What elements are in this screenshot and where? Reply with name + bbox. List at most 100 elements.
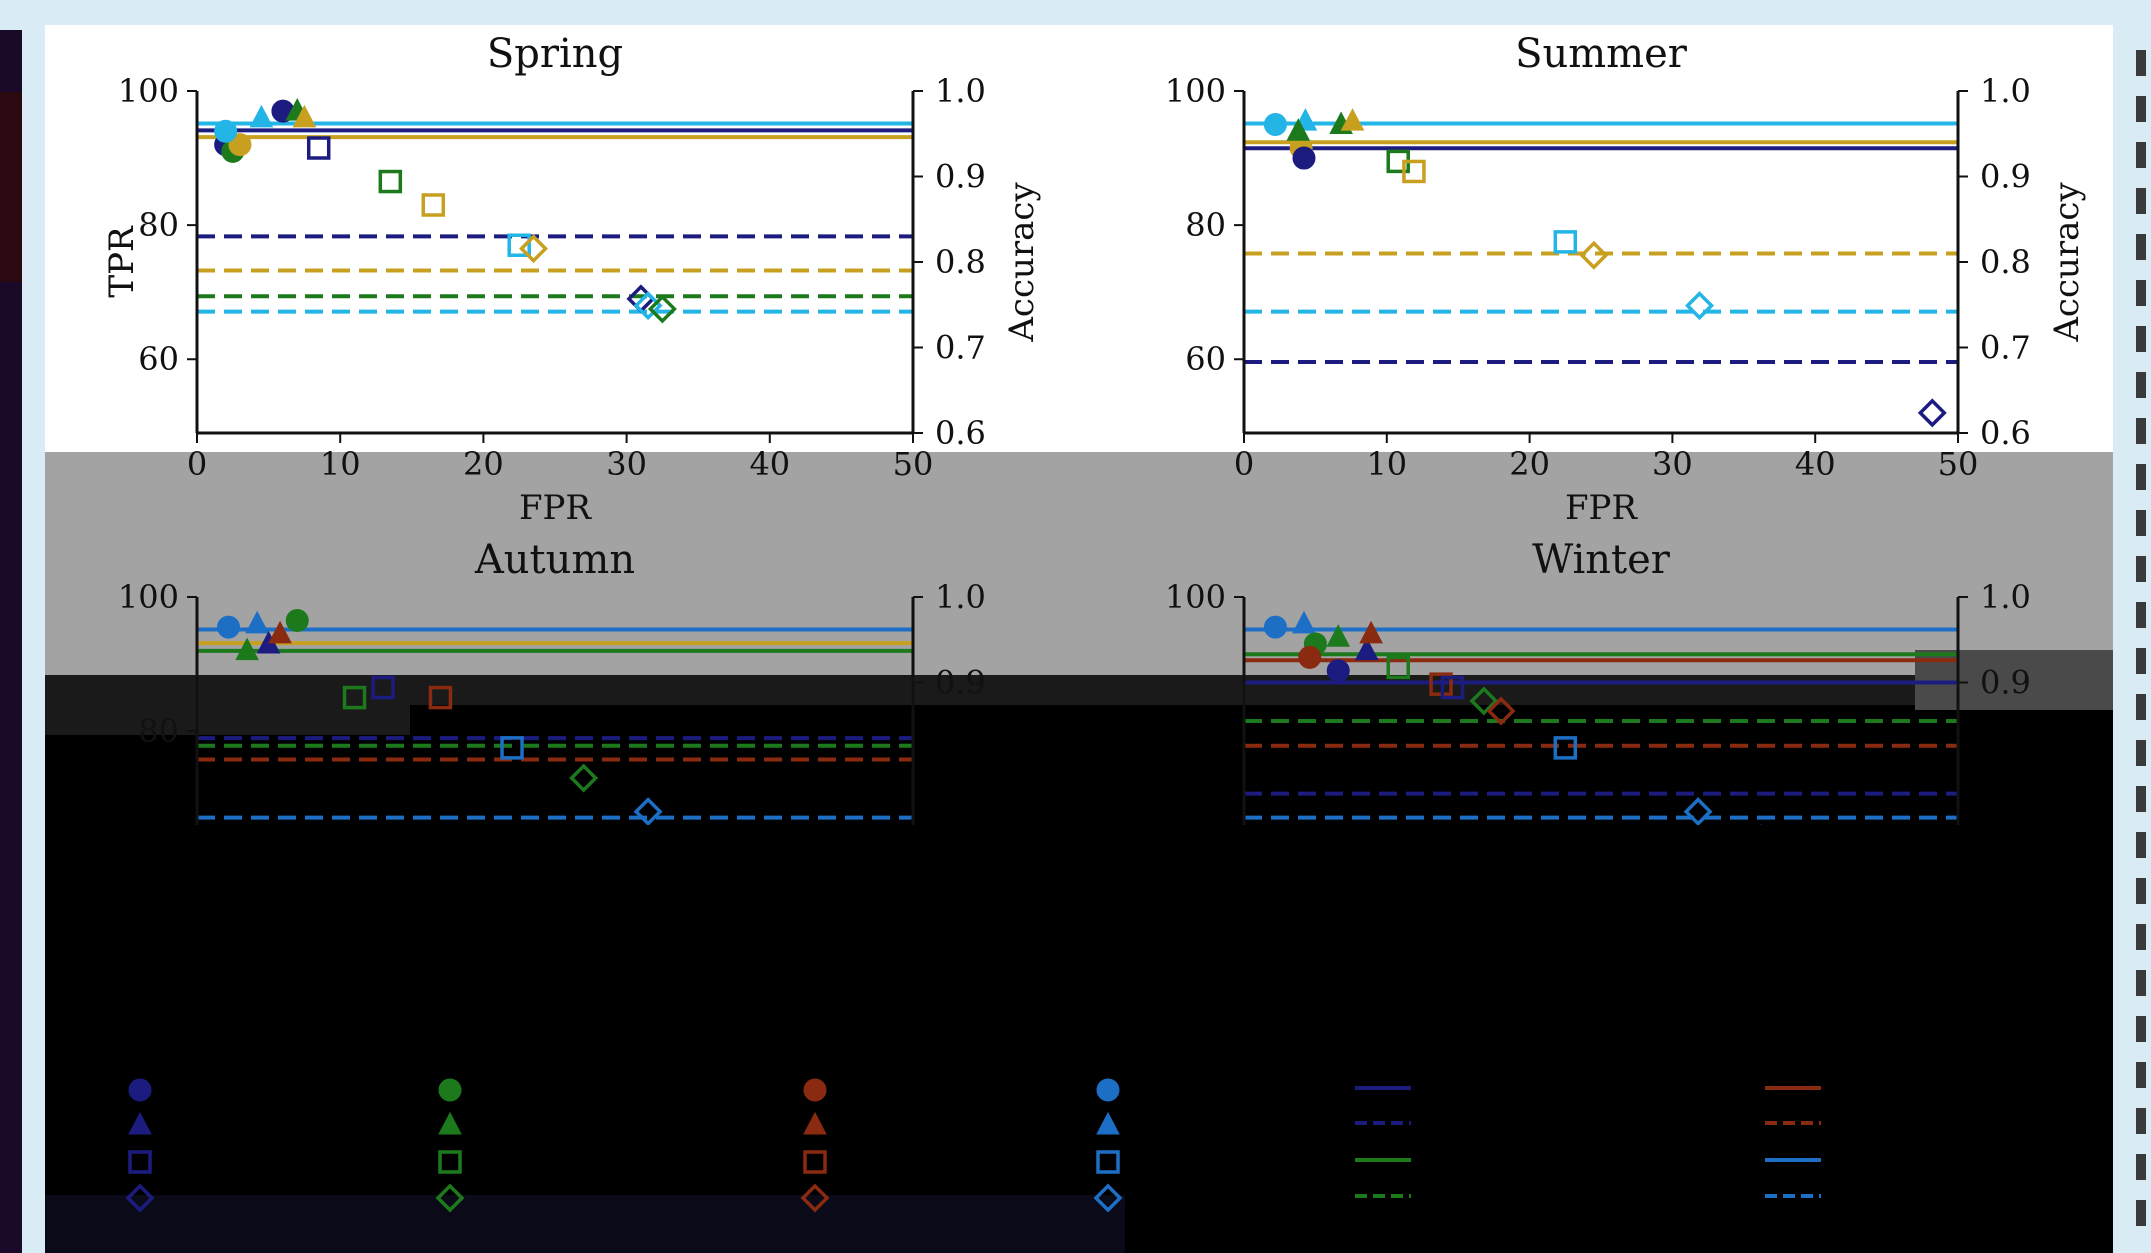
scroll-mark [2136, 694, 2146, 720]
data-point [1553, 230, 1578, 254]
data-point [342, 685, 367, 710]
data-point [507, 233, 531, 257]
data-point [1683, 797, 1713, 825]
scroll-mark [2136, 556, 2146, 582]
chart-autumn: Autumn 80 100 0.9 1.0 [118, 537, 986, 825]
data-point [285, 608, 309, 632]
y-tick-label: 80 [138, 712, 179, 750]
data-point [1292, 146, 1316, 170]
legend-marker [803, 1111, 827, 1135]
figure-panel: Spring 0 10 20 30 40 50 FPR 60 80 100 TPR 0.6 0.7 0.8 0… [45, 25, 2113, 1253]
y2-tick-label: 1.0 [935, 578, 986, 616]
data-point [1359, 620, 1383, 644]
scroll-mark [2136, 142, 2146, 168]
data-point [1340, 108, 1365, 131]
y2-tick-label: 0.9 [1980, 664, 2031, 702]
legend-marker [800, 1183, 830, 1213]
data-point [1263, 113, 1287, 137]
data-point [228, 133, 252, 157]
y-axis-label: TPR [102, 225, 142, 298]
data-point [1440, 675, 1465, 700]
x-axis-label: FPR [1565, 488, 1638, 528]
chart-title: Autumn [474, 537, 635, 583]
legend-marker [438, 1078, 462, 1102]
y2-axis-label: Accuracy [1002, 182, 1042, 343]
data-point [421, 193, 446, 217]
legend-marker [125, 1183, 155, 1213]
y2-axis-label: Accuracy [2047, 182, 2087, 343]
scroll-mark [2136, 1108, 2146, 1134]
legend-marker [803, 1150, 827, 1174]
y2-tick-label: 0.8 [935, 243, 986, 281]
data-point [1579, 240, 1609, 270]
scroll-mark [2136, 648, 2146, 674]
data-point [306, 136, 331, 160]
data-point [1263, 615, 1287, 639]
x-tick-label: 30 [606, 445, 647, 483]
x-tick-label: 20 [463, 445, 504, 483]
y-tick-label: 60 [1185, 340, 1226, 378]
data-point [1917, 398, 1947, 428]
legend-marker [128, 1078, 152, 1102]
data-point [1386, 655, 1410, 680]
scroll-mark [2136, 924, 2146, 950]
data-point [569, 763, 599, 793]
data-point [1354, 637, 1379, 661]
legend-marker [438, 1150, 462, 1174]
scroll-mark [2136, 510, 2146, 536]
data-point [1292, 610, 1316, 634]
scroll-mark [2136, 280, 2146, 306]
y-tick-label: 100 [118, 72, 179, 110]
x-tick-label: 0 [1234, 445, 1254, 483]
scroll-mark [2136, 418, 2146, 444]
y2-tick-label: 1.0 [935, 72, 986, 110]
legend-marker [128, 1150, 152, 1174]
data-point [245, 610, 269, 634]
x-tick-label: 30 [1652, 445, 1693, 483]
legend-marker [438, 1111, 462, 1135]
scroll-mark [2136, 786, 2146, 812]
y-tick-label: 80 [1185, 206, 1226, 244]
scroll-mark [2136, 372, 2146, 398]
x-axis-label: FPR [519, 488, 592, 528]
data-point [214, 119, 238, 143]
data-point [1553, 736, 1578, 760]
left-window-strip [0, 30, 22, 1253]
data-point [235, 637, 259, 661]
y2-tick-label: 0.7 [1980, 329, 2031, 367]
scroll-mark [2136, 50, 2146, 76]
data-point [1326, 659, 1350, 683]
legend [125, 1078, 1821, 1213]
data-point [217, 615, 241, 639]
chart-title: Winter [1532, 537, 1671, 583]
x-tick-label: 50 [893, 445, 934, 483]
data-point [1486, 696, 1516, 726]
x-tick-label: 40 [1795, 445, 1836, 483]
scroll-mark [2136, 1062, 2146, 1088]
y2-tick-label: 0.9 [935, 158, 986, 196]
chart-title: Summer [1515, 31, 1688, 77]
data-point [378, 169, 403, 194]
data-point [1685, 291, 1715, 321]
y2-tick-label: 0.6 [1980, 414, 2031, 452]
y-tick-label: 100 [1165, 578, 1226, 616]
legend-marker [1093, 1183, 1123, 1213]
y2-tick-label: 0.8 [1980, 243, 2031, 281]
data-point [1402, 159, 1426, 184]
scroll-mark [2136, 1016, 2146, 1042]
screen-overlay [45, 452, 2113, 1253]
scroll-mark [2136, 1154, 2146, 1180]
scroll-mark [2136, 234, 2146, 260]
data-point [371, 675, 395, 700]
chart-spring: Spring 0 10 20 30 40 50 FPR 60 80 100 TPR 0.6 0.7 0.8 0… [102, 31, 1042, 528]
data-point [633, 797, 663, 825]
scroll-mark [2136, 602, 2146, 628]
legend-marker [1096, 1150, 1120, 1174]
data-point [1286, 118, 1311, 141]
data-point [647, 294, 677, 324]
chart-title: Spring [487, 31, 623, 77]
chart-winter: Winter 100 0.9 1.0 [1165, 537, 2031, 825]
